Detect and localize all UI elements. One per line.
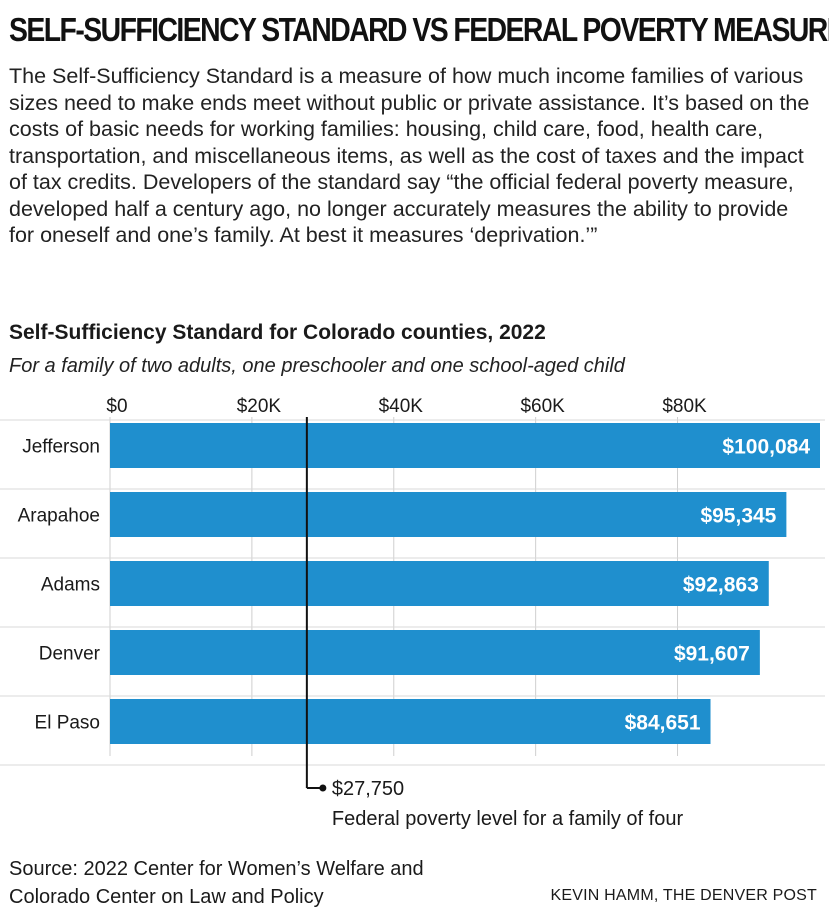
category-label: El Paso bbox=[35, 713, 100, 734]
bar-denver bbox=[110, 630, 760, 675]
source-note: Source: 2022 Center for Women’s Welfare … bbox=[9, 858, 424, 908]
bar-el-paso bbox=[110, 699, 711, 744]
credit-line: KEVIN HAMM, THE DENVER POST bbox=[550, 887, 817, 904]
bar-arapahoe bbox=[110, 492, 787, 537]
category-label: Jefferson bbox=[22, 437, 100, 458]
x-tick-label: $40K bbox=[379, 396, 424, 417]
intro-paragraph: The Self-Sufficiency Standard is a measu… bbox=[9, 64, 810, 247]
poverty-line-label: Federal poverty level for a family of fo… bbox=[332, 808, 684, 830]
chart-subtitle: For a family of two adults, one preschoo… bbox=[9, 355, 625, 377]
x-tick-label: $60K bbox=[520, 396, 565, 417]
data-label: $84,651 bbox=[625, 712, 701, 735]
bar-chart: $0 $20K $40K $60K $80K Jefferson $100,084 Arapa… bbox=[0, 396, 825, 830]
data-label: $100,084 bbox=[722, 436, 810, 459]
bar-adams bbox=[110, 561, 769, 606]
category-label: Denver bbox=[39, 644, 101, 665]
data-label: $91,607 bbox=[674, 643, 750, 666]
x-tick-label: $20K bbox=[237, 396, 282, 417]
x-tick-label: $80K bbox=[662, 396, 707, 417]
data-label: $95,345 bbox=[700, 505, 776, 528]
headline: SELF-SUFFICIENCY STANDARD VS FEDERAL POV… bbox=[9, 11, 829, 48]
poverty-marker-dot bbox=[319, 784, 327, 792]
category-label: Arapahoe bbox=[18, 506, 100, 527]
category-label: Adams bbox=[41, 575, 100, 596]
chart-title: Self-Sufficiency Standard for Colorado c… bbox=[9, 321, 546, 344]
bar-jefferson bbox=[110, 423, 820, 468]
poverty-value-label: $27,750 bbox=[332, 778, 404, 800]
x-tick-label: $0 bbox=[106, 396, 127, 417]
data-label: $92,863 bbox=[683, 574, 759, 597]
